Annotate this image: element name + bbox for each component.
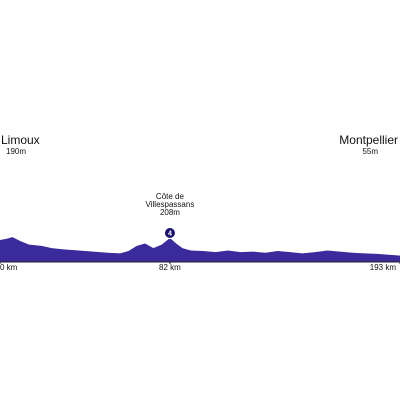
profile-area bbox=[0, 237, 400, 262]
finish-elevation: 55m bbox=[362, 147, 378, 156]
climb-name: Côte de bbox=[156, 192, 185, 201]
x-tick-label: 82 km bbox=[159, 263, 181, 272]
climb-name: Villespassans bbox=[146, 200, 195, 209]
x-tick-label: 0 km bbox=[0, 263, 18, 272]
climb-category: 4 bbox=[168, 230, 172, 237]
climb-marker bbox=[163, 226, 176, 239]
start-elevation: 190m bbox=[6, 147, 26, 156]
start-name: Limoux bbox=[1, 133, 40, 147]
x-tick-label: 193 km bbox=[370, 263, 397, 272]
finish-name: Montpellier bbox=[339, 133, 398, 147]
climb-elevation: 208m bbox=[160, 208, 180, 217]
